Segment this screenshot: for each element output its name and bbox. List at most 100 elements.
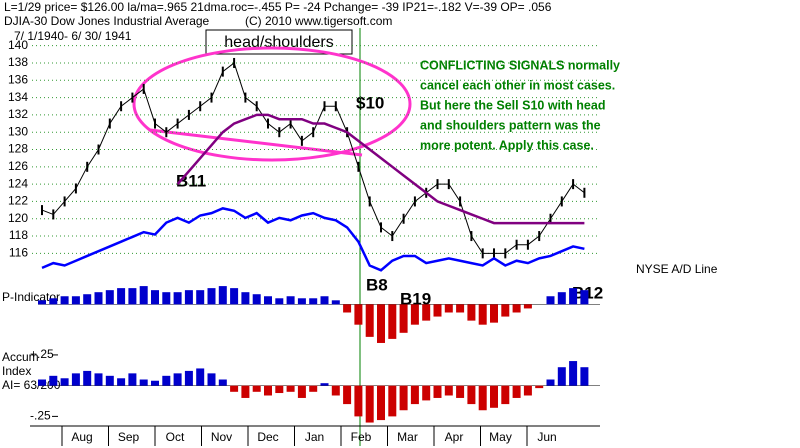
x-tick-label: Aug: [71, 430, 92, 444]
bar: [433, 304, 442, 317]
bar: [512, 385, 521, 398]
y-tick-label: 120: [8, 211, 28, 225]
bar: [444, 385, 453, 396]
bar: [218, 286, 227, 305]
bar: [388, 304, 397, 339]
bar: [410, 304, 419, 325]
bar: [309, 298, 318, 305]
bar: [117, 378, 126, 386]
x-tick-label: Nov: [211, 430, 232, 444]
bar: [399, 385, 408, 411]
bar: [184, 290, 193, 305]
y-tick-label: 128: [8, 142, 28, 156]
bar: [535, 385, 544, 389]
bar: [139, 379, 148, 386]
x-tick-label: May: [489, 430, 512, 444]
y-tick-label: 138: [8, 55, 28, 69]
bar: [501, 385, 510, 405]
sell-signal: $10: [356, 93, 384, 112]
bar: [196, 290, 205, 305]
bar: [275, 298, 284, 305]
bar: [343, 304, 352, 313]
x-tick-label: Feb: [351, 430, 372, 444]
bar: [569, 288, 578, 305]
stats: L=1/29 price= $126.00 la/ma=.965 21dma.r…: [4, 0, 552, 14]
bar: [365, 385, 374, 423]
bar: [377, 385, 385, 421]
bar: [490, 304, 498, 323]
note: CONFLICTING SIGNALS normally cancel each…: [420, 58, 620, 152]
bar: [343, 385, 352, 405]
title: DJIA-30 Dow Jones Industrial Average: [4, 14, 210, 28]
head-shoulders-ellipse: [132, 46, 412, 162]
y-tick-label: 118: [9, 228, 28, 242]
bar: [105, 375, 114, 386]
bar: [512, 304, 521, 313]
bar: [173, 373, 182, 386]
bar: [422, 304, 431, 321]
bar: [71, 296, 80, 305]
bar: [275, 385, 284, 394]
bar: [71, 373, 80, 386]
bar: [467, 385, 476, 405]
x-tick-label: Dec: [257, 430, 278, 444]
panel-title: Index: [2, 364, 31, 378]
bar: [320, 383, 329, 386]
bar: [94, 373, 103, 386]
bar: [433, 385, 442, 398]
x-tick-label: Jun: [537, 430, 556, 444]
y-tick-label: 126: [8, 159, 28, 173]
bar: [264, 296, 272, 305]
x-tick-label: Jan: [305, 430, 324, 444]
bar: [320, 296, 329, 305]
bar: [309, 385, 318, 392]
x-tick-label: Mar: [397, 430, 418, 444]
y-tick-label: 124: [8, 176, 28, 190]
bar: [456, 304, 465, 313]
bar: [546, 296, 555, 305]
bar: [60, 378, 69, 386]
note-line: CONFLICTING SIGNALS normally: [420, 58, 620, 72]
bar: [151, 290, 159, 305]
bar: [184, 370, 193, 386]
y-tick-label: +.25: [30, 347, 54, 361]
y-tick-label: 132: [8, 107, 28, 121]
bar: [354, 385, 363, 417]
series-line: [41, 207, 585, 272]
bar: [241, 385, 250, 398]
bar: [478, 385, 487, 411]
bar: [523, 304, 532, 309]
series-line: [176, 113, 585, 225]
bar: [297, 385, 306, 398]
y-tick-label: -.25: [30, 409, 51, 423]
bar: [286, 385, 295, 392]
bar: [490, 385, 498, 408]
bar: [297, 298, 306, 305]
y-tick-label: 136: [8, 72, 28, 86]
bar: [49, 375, 58, 386]
bar: [105, 290, 114, 305]
x-tick-label: Oct: [166, 430, 185, 444]
bar: [173, 292, 182, 305]
bar: [557, 367, 566, 386]
x-tick-label: Apr: [445, 430, 464, 444]
bar: [49, 298, 58, 305]
bar: [580, 290, 589, 305]
bar: [523, 385, 532, 396]
panel-title: Accum: [2, 350, 39, 364]
y-tick-label: 122: [8, 194, 28, 208]
note-line: cancel each other in most cases.: [420, 78, 615, 92]
bar: [252, 385, 261, 392]
bar: [546, 379, 555, 386]
bar: [117, 288, 126, 305]
bar: [264, 385, 272, 396]
bar: [230, 288, 239, 305]
bar: [286, 296, 295, 305]
neckline: [149, 128, 363, 157]
note-line: and shoulders pattern was the: [420, 118, 601, 132]
bar: [83, 294, 92, 305]
bar: [60, 296, 69, 305]
bar: [162, 375, 171, 386]
y-tick-label: 134: [8, 90, 28, 104]
